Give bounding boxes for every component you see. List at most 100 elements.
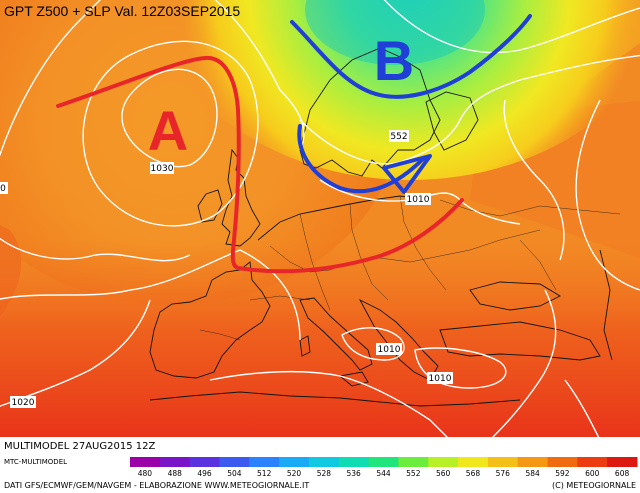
isobar-label-1010-adriatic-bg	[376, 343, 402, 355]
coast-scandinavia	[299, 47, 441, 177]
border-line-2	[299, 213, 331, 311]
legend-tick-520: 520	[287, 469, 302, 478]
isobar-label-1010-aegean: 1010	[429, 374, 452, 384]
run-info: MULTIMODEL 27AUG2015 12Z	[4, 441, 155, 452]
isobar-1010-north	[319, 179, 521, 225]
trough-axis-line	[290, 14, 532, 99]
legend-swatch-568	[458, 457, 489, 467]
cold-air-arrow	[297, 124, 432, 194]
legend-swatch-504	[219, 457, 250, 467]
legend-swatch-600	[577, 457, 608, 467]
isobar-label-552-bg	[389, 130, 409, 142]
isohypse-552	[299, 54, 640, 165]
legend-tick-560: 560	[436, 469, 451, 478]
isobar-label-1010-baltic-bg	[405, 193, 431, 205]
legend-tick-552: 552	[406, 469, 421, 478]
isobar-label-1020-bg	[10, 396, 36, 408]
legend-swatch-608	[607, 457, 638, 467]
credits-right: (C) METEOGIORNALE	[552, 481, 636, 490]
color-scale-legend: 480 488 496 504 512 520 528 536 544 552 560 568 576 5…	[130, 457, 638, 478]
high-pressure-label: A	[148, 99, 188, 162]
isobar-1030	[121, 68, 218, 168]
legend-tick-536: 536	[347, 469, 362, 478]
legend-swatch-552	[398, 457, 429, 467]
coast-italy	[299, 297, 373, 371]
isobar-central	[239, 249, 301, 341]
coast-north-sea-baltic	[257, 195, 431, 241]
border-line-4	[399, 195, 447, 291]
coast-turkey	[439, 321, 601, 361]
isobar-labels: 1030 552 1010 1010 1010 1020 0	[0, 130, 453, 408]
legend-swatch-584	[517, 457, 549, 467]
arrow-head	[382, 154, 432, 194]
border-line-8	[519, 239, 557, 291]
isobar-south	[209, 370, 448, 437]
coast-ireland	[197, 189, 223, 223]
legend-swatch-488	[159, 457, 191, 467]
legend-tick-512: 512	[257, 469, 272, 478]
legend-tick-488: 488	[168, 469, 183, 478]
isobar-atlantic-c	[0, 249, 241, 300]
legend-swatch-528	[308, 457, 340, 467]
legend-swatch-496	[189, 457, 220, 467]
border-line-5	[439, 199, 621, 217]
coast-finland	[425, 91, 479, 151]
legend-tick-592: 592	[555, 469, 570, 478]
arrow-shaft	[297, 124, 426, 194]
isobar-south-east	[564, 379, 600, 437]
legend-tick-528: 528	[317, 469, 332, 478]
low-pressure-label: B	[374, 29, 414, 92]
isobar-atlantic-a	[0, 237, 191, 262]
isobar-label-1010-aegean-bg	[427, 372, 453, 384]
low-core	[305, 0, 485, 65]
isobar-atlantic-b	[0, 0, 101, 157]
isobar-label-edge: 0	[0, 184, 6, 194]
isobar-label-edge-bg	[0, 182, 8, 194]
coast-north-africa	[149, 391, 521, 407]
coast-caspian	[599, 249, 613, 361]
isobar-label-1010-baltic: 1010	[407, 195, 430, 205]
model-name: MTC-MULTIMODEL	[4, 458, 67, 466]
border-line-7	[199, 329, 241, 341]
map-title: GPT Z500 + SLP Val. 12Z03SEP2015	[4, 3, 240, 19]
legend-tick-544: 544	[376, 469, 391, 478]
coast-iberia-france	[149, 261, 271, 379]
isobar-east-a	[503, 99, 565, 261]
legend-tick-576: 576	[496, 469, 511, 478]
legend-swatch-520	[279, 457, 310, 467]
southern-warm-field	[0, 240, 640, 437]
map-field: A B 1030 552 1010 1010 1010 1020 0	[0, 0, 640, 437]
isobar-east-c	[492, 289, 557, 437]
legend-tick-504: 504	[227, 469, 242, 478]
isobar-label-1010-adriatic: 1010	[378, 345, 401, 355]
border-line-3	[349, 203, 389, 301]
legend-swatch-560	[428, 457, 459, 467]
ridge-axis-line	[56, 55, 464, 274]
isobar-label-552: 552	[390, 132, 407, 142]
isobar-1010-adriatic	[341, 327, 405, 361]
coast-sicily	[338, 371, 369, 387]
legend-tick-584: 584	[525, 469, 540, 478]
isobar-north-west	[214, 0, 305, 151]
isobar-label-1030-bg	[150, 162, 174, 174]
legend-swatch-544	[368, 457, 399, 467]
legend-tick-496: 496	[197, 469, 212, 478]
low-pressure-field	[151, 0, 640, 180]
isobar-label-1020: 1020	[12, 398, 35, 408]
isobar-label-1030: 1030	[151, 164, 174, 174]
legend-swatch-512	[249, 457, 280, 467]
legend-tick-600: 600	[585, 469, 600, 478]
credits-left: DATI GFS/ECMWF/GEM/NAVGEM - ELABORAZIONE…	[4, 481, 309, 490]
legend-swatch-592	[547, 457, 578, 467]
legend-tick-480: 480	[138, 469, 153, 478]
legend-tick-608: 608	[615, 469, 630, 478]
isobar-east-b	[575, 99, 640, 291]
coast-sardinia	[299, 335, 311, 357]
legend-swatch-576	[487, 457, 519, 467]
legend-swatch-480	[130, 457, 161, 467]
isohypse-552-north	[383, 0, 640, 54]
border-line-6	[249, 295, 311, 301]
legend-tick-568: 568	[466, 469, 481, 478]
